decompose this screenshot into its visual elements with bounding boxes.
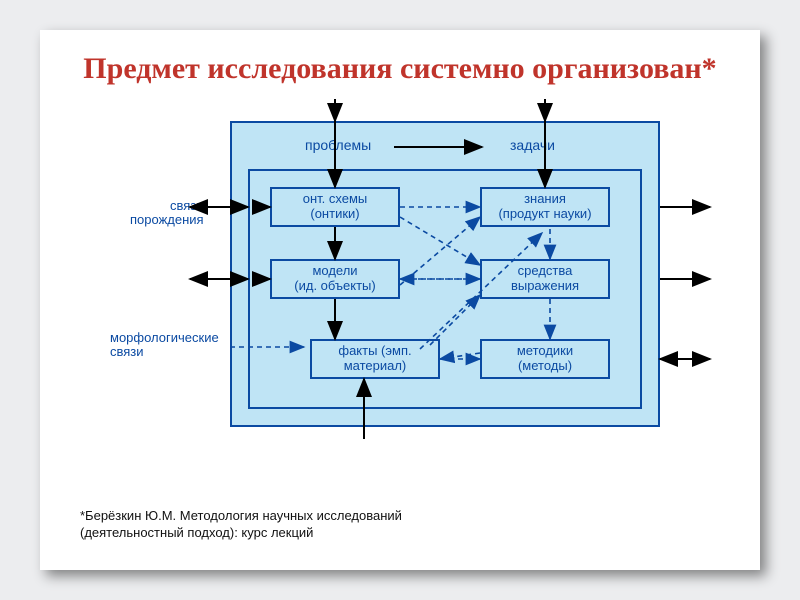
slide-card: Предмет исследования системно организова… [40,30,760,570]
node-ont-label: онт. схемы(онтики) [303,192,368,222]
node-metod: методики(методы) [480,339,610,379]
diagram-area: проблемы задачи онт. схемы(онтики) знани… [80,95,720,455]
header-problems: проблемы [305,137,371,153]
header-tasks: задачи [510,137,555,153]
node-znan-label: знания(продукт науки) [498,192,591,222]
slide-title: Предмет исследования системно организова… [70,52,730,87]
node-fact: факты (эмп.материал) [310,339,440,379]
label-morphological: морфологическиесвязи [110,331,219,361]
node-metod-label: методики(методы) [517,344,573,374]
node-model: модели(ид. объекты) [270,259,400,299]
node-ont: онт. схемы(онтики) [270,187,400,227]
node-sred: средствавыражения [480,259,610,299]
node-sred-label: средствавыражения [511,264,579,294]
footnote: *Берёзкин Ю.М. Методология научных иссле… [80,508,402,542]
node-model-label: модели(ид. объекты) [294,264,375,294]
node-znan: знания(продукт науки) [480,187,610,227]
label-generation: связипорождения [130,199,204,229]
node-fact-label: факты (эмп.материал) [338,344,411,374]
